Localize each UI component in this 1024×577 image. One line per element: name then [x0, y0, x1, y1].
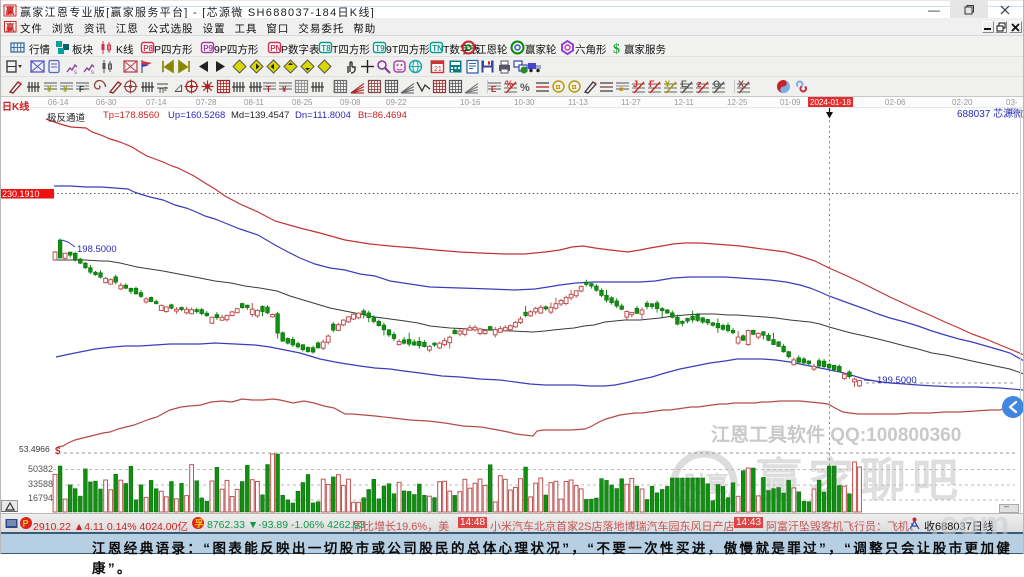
svg-text:¥: ¥ — [665, 79, 670, 89]
svg-text:X: X — [738, 79, 744, 89]
svg-text:P9: P9 — [203, 44, 213, 53]
svg-text:230.1910: 230.1910 — [2, 189, 40, 199]
svg-text:孚: 孚 — [195, 518, 204, 529]
svg-text:n²: n² — [159, 85, 167, 95]
svg-text:199.5000: 199.5000 — [877, 375, 917, 386]
svg-text:江恩工具软件 QQ:100800360: 江恩工具软件 QQ:100800360 — [711, 423, 961, 446]
svg-text:O: O — [713, 79, 720, 89]
svg-text:¤: ¤ — [619, 85, 624, 94]
svg-text:赢: 赢 — [6, 5, 15, 16]
svg-text:P8: P8 — [143, 44, 153, 53]
svg-text:s: s — [74, 70, 77, 75]
svg-text:PN: PN — [270, 44, 281, 53]
svg-text:$: $ — [55, 446, 61, 457]
svg-text:J: J — [633, 79, 638, 89]
svg-text:TN: TN — [432, 44, 443, 53]
svg-text:P: P — [23, 519, 29, 529]
svg-text:16794: 16794 — [28, 493, 53, 503]
svg-text:T8: T8 — [321, 44, 331, 53]
svg-text:E: E — [681, 79, 687, 89]
svg-text:¤: ¤ — [572, 82, 577, 92]
svg-text:%: % — [505, 79, 513, 89]
svg-text:F: F — [79, 85, 84, 94]
svg-text:33588: 33588 — [28, 479, 53, 489]
svg-text:F: F — [649, 79, 655, 89]
svg-text:赢: 赢 — [5, 23, 15, 33]
svg-text:53.4966: 53.4966 — [19, 444, 50, 454]
svg-text:688037 芯源微: 688037 芯源微 — [957, 108, 1023, 120]
svg-text:T: T — [266, 85, 271, 94]
svg-text:198.5000: 198.5000 — [77, 244, 117, 255]
svg-text:$: $ — [613, 42, 620, 56]
svg-text:¥: ¥ — [282, 85, 287, 94]
svg-text:z: z — [697, 79, 702, 89]
svg-text:%: % — [520, 82, 530, 94]
svg-text:E: E — [491, 85, 497, 94]
svg-text:¥: ¥ — [47, 85, 52, 94]
svg-text:T9: T9 — [375, 44, 385, 53]
svg-text:21: 21 — [434, 66, 442, 73]
svg-text:¥: ¥ — [63, 85, 68, 94]
svg-text:¤: ¤ — [556, 82, 561, 92]
svg-text:⊿: ⊿ — [173, 80, 184, 95]
svg-text:s: s — [91, 70, 94, 75]
svg-text:50382: 50382 — [28, 464, 53, 474]
